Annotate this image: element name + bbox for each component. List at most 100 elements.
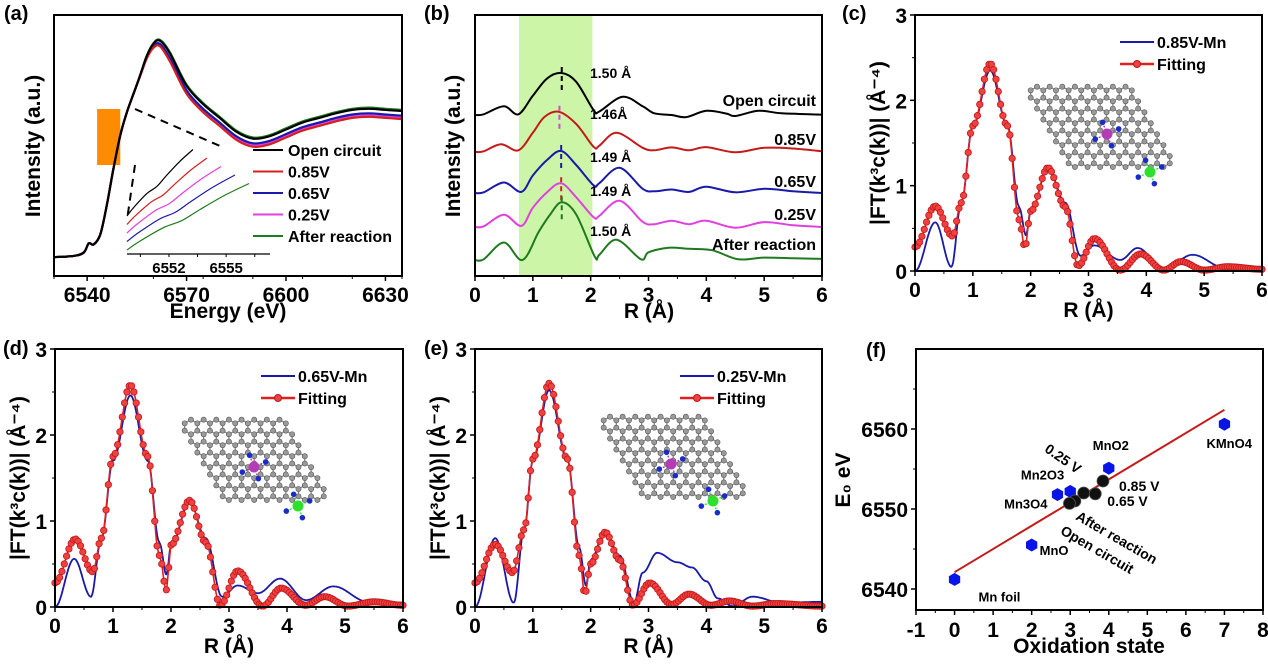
- carbon-atom: [1090, 94, 1097, 101]
- e-y-tick-label: 1: [455, 511, 467, 534]
- fitting-marker: [90, 564, 99, 573]
- fitting-marker: [97, 534, 106, 542]
- b-x-tick-label: 0: [469, 284, 481, 307]
- carbon-atom: [1103, 109, 1110, 116]
- nitrogen-atom: [672, 472, 679, 479]
- mn-atom: [1101, 128, 1113, 140]
- inset-series-line: [126, 182, 250, 251]
- carbon-atom: [657, 479, 664, 486]
- carbon-atom: [295, 493, 302, 500]
- carbon-atom: [727, 468, 734, 475]
- carbon-atom: [270, 486, 277, 492]
- carbon-atom: [1097, 98, 1104, 105]
- carbon-atom: [632, 479, 639, 486]
- carbon-atom: [1122, 149, 1129, 156]
- carbon-atom: [213, 438, 220, 445]
- fitting-marker: [619, 563, 627, 571]
- carbon-atom: [1034, 98, 1040, 105]
- carbon-atom: [626, 417, 632, 424]
- fitting-marker: [76, 542, 85, 550]
- d-x-tick-label: 6: [397, 615, 409, 638]
- fitting-marker: [148, 487, 157, 495]
- carbon-atom: [207, 471, 213, 478]
- carbon-atom: [1046, 83, 1053, 90]
- fitting-marker: [971, 119, 979, 127]
- carbon-atom: [714, 490, 721, 497]
- fitting-marker: [962, 172, 970, 180]
- carbon-atom: [244, 471, 251, 478]
- fitting-marker: [531, 451, 539, 459]
- carbon-atom: [276, 497, 283, 503]
- d-x-tick-label: 0: [49, 615, 61, 638]
- carbon-atom: [1128, 109, 1135, 116]
- fitting-marker: [536, 426, 544, 434]
- panel-label-a: (a): [4, 3, 28, 25]
- legend-label: Fitting: [717, 391, 766, 408]
- carbon-atom: [720, 472, 727, 478]
- panel-label-e: (e): [424, 338, 448, 360]
- carbon-atom: [651, 446, 658, 453]
- e-y-tick-label: 3: [455, 339, 467, 362]
- fitting-marker: [992, 75, 1000, 83]
- carbon-atom: [232, 442, 239, 449]
- carbon-atom: [213, 475, 220, 481]
- panel-d: (d) |FT(k³c(k))| (Å⁻⁴) R (Å) 0 1 2 3 4 5 6 0 1 2 3 0.6…: [3, 338, 409, 658]
- carbon-atom: [238, 475, 245, 481]
- carbon-atom: [257, 449, 264, 456]
- carbon-atom: [1072, 142, 1078, 148]
- carbon-atom: [695, 435, 702, 442]
- carbon-atom: [226, 416, 232, 423]
- reference-label: Mn foil: [979, 589, 1021, 604]
- carbon-atom: [682, 450, 689, 457]
- e-x-tick-label: 6: [816, 615, 828, 638]
- carbon-atom: [289, 497, 296, 503]
- nitrogen-atom: [705, 486, 712, 493]
- d-x-tick-label: 2: [165, 615, 177, 638]
- carbon-atom: [720, 457, 727, 464]
- carbon-atom: [213, 416, 220, 423]
- carbon-atom: [232, 449, 239, 456]
- fitting-marker: [104, 481, 112, 489]
- carbon-atom: [257, 427, 264, 434]
- fitting-marker: [566, 464, 574, 472]
- fitting-marker: [1022, 240, 1030, 248]
- carbon-atom: [276, 431, 283, 438]
- carbon-atom: [1078, 109, 1085, 116]
- reference-label: MnO2: [1093, 438, 1129, 453]
- fitting-marker: [137, 428, 145, 436]
- fitting-marker: [478, 569, 486, 577]
- nitrogen-atom: [1142, 157, 1149, 164]
- carbon-atom: [682, 428, 689, 435]
- carbon-atom: [651, 417, 658, 424]
- fitting-marker: [1017, 225, 1026, 233]
- carbon-atom: [1154, 131, 1161, 138]
- carbon-atom: [1084, 127, 1091, 134]
- fitting-marker: [192, 513, 201, 521]
- nitrogen-atom: [262, 459, 269, 465]
- d-x-tick-label: 1: [107, 615, 119, 638]
- carbon-atom: [181, 420, 188, 427]
- carbon-atom: [626, 424, 632, 431]
- carbon-atom: [219, 427, 226, 434]
- carbon-atom: [1109, 83, 1116, 90]
- carbon-atom: [232, 486, 239, 492]
- carbon-atom: [632, 472, 639, 478]
- nitrogen-atom: [1158, 164, 1165, 170]
- carbon-atom: [1128, 160, 1135, 167]
- carbon-atom: [638, 483, 645, 489]
- carbon-atom: [301, 475, 308, 481]
- e-x-tick-label: 2: [585, 615, 597, 638]
- carbon-atom: [676, 468, 683, 475]
- f-y-tick-label: 6560: [861, 419, 908, 442]
- nitrogen-atom: [714, 509, 721, 516]
- carbon-atom: [200, 416, 207, 423]
- e-x-tick-label: 3: [643, 615, 655, 638]
- carbon-atom: [238, 431, 245, 438]
- f-y-tick-label: 6550: [861, 499, 908, 522]
- carbon-atom: [244, 486, 251, 492]
- legend-label: 0.85V-Mn: [1157, 35, 1226, 52]
- legend-label: 0.85V: [288, 165, 330, 182]
- panel-e: (e) |FT(k³c(k))| (Å⁻⁴) R (Å) 0 1 2 3 4 5 6 0 1 2 3 0.2…: [424, 338, 828, 658]
- carbon-atom: [638, 439, 645, 446]
- carbon-atom: [651, 461, 658, 468]
